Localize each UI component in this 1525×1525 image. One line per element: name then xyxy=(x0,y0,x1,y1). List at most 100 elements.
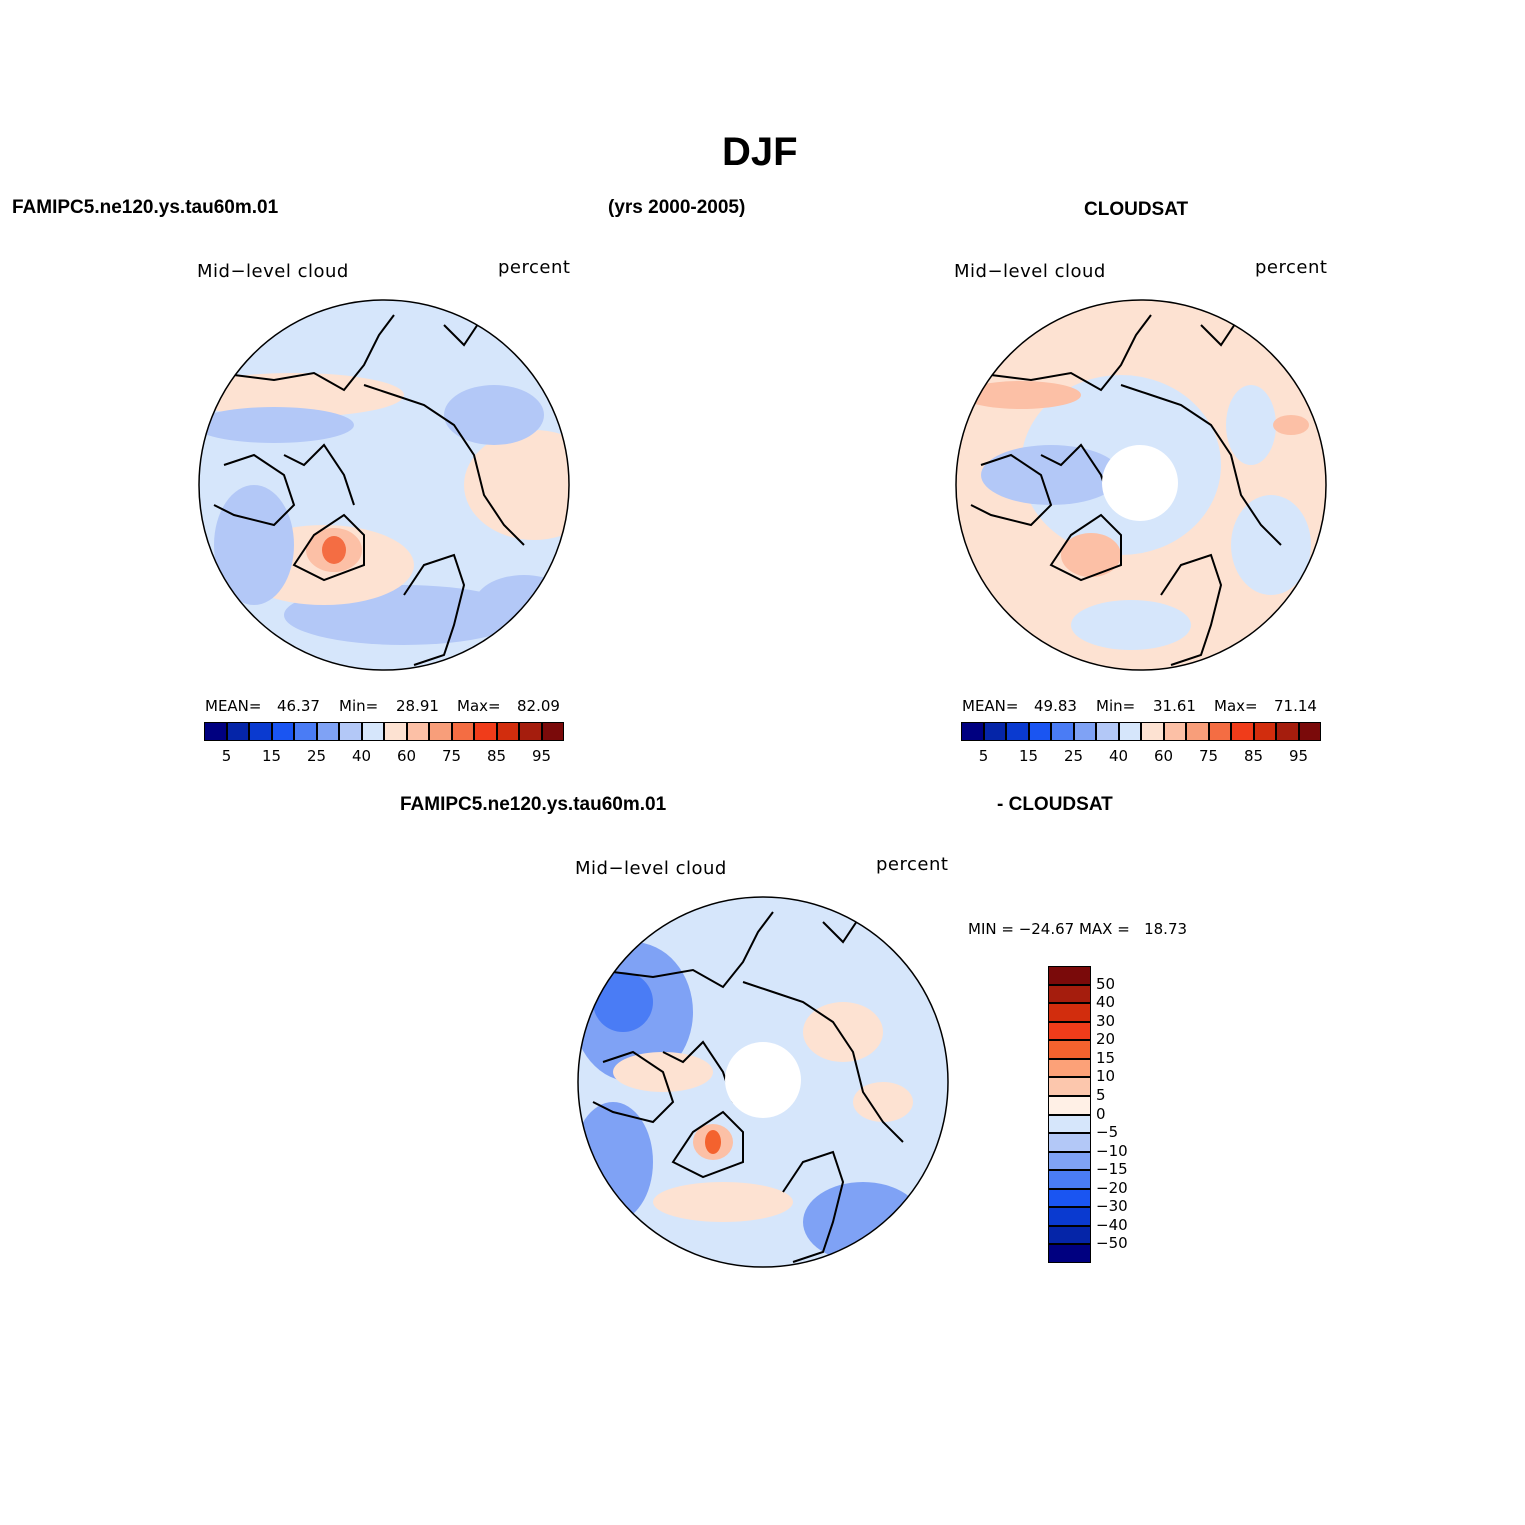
coastline xyxy=(742,981,904,1143)
colorbar-box xyxy=(1048,1003,1091,1022)
field-region xyxy=(653,1182,793,1222)
colorbar-box xyxy=(1096,722,1119,741)
coastline xyxy=(283,443,355,506)
panel-diff-minmax: MIN = −24.67 MAX = 18.73 xyxy=(968,920,1188,938)
map-border xyxy=(577,896,949,1268)
coastline xyxy=(292,513,365,582)
colorbar-box xyxy=(1006,722,1029,741)
coastline xyxy=(671,1110,744,1179)
colorbar-box xyxy=(406,722,429,741)
field-region xyxy=(1231,495,1311,595)
panel-obs-min-label: Min= xyxy=(1096,697,1136,715)
colorbar-box xyxy=(1051,722,1074,741)
diff-header-model: FAMIPC5.ne120.ys.tau60m.01 xyxy=(400,794,667,815)
field-region xyxy=(199,407,354,443)
colorbar-box xyxy=(1073,722,1096,741)
field-region xyxy=(464,430,569,540)
colorbar-box xyxy=(496,722,519,741)
panel-obs-max: 71.14 xyxy=(1274,697,1317,715)
coastline xyxy=(782,1150,845,1263)
panel-model-max-label: Max= xyxy=(457,697,501,715)
colorbar-box xyxy=(1048,1133,1091,1152)
colorbar-diff xyxy=(1048,966,1091,1263)
map-obs xyxy=(955,299,1327,671)
diff-header-obs: - CLOUDSAT xyxy=(997,794,1113,815)
header-model-case: FAMIPC5.ne120.ys.tau60m.01 xyxy=(12,197,279,218)
colorbar-tick-label: 95 xyxy=(531,747,552,765)
colorbar-tick-label: 25 xyxy=(1063,747,1084,765)
coastline xyxy=(1120,384,1282,546)
map-border xyxy=(955,299,1327,671)
colorbar-tick-label: 60 xyxy=(1153,747,1174,765)
colorbar-box xyxy=(1048,966,1091,985)
coastline xyxy=(213,453,296,527)
colorbar-tick-label: 50 xyxy=(1096,974,1116,993)
missing-data-hole xyxy=(725,1042,801,1118)
colorbar-box xyxy=(361,722,384,741)
colorbar-tick-label: −40 xyxy=(1096,1215,1128,1234)
coastline xyxy=(233,314,395,392)
colorbar-tick-label: 15 xyxy=(1096,1048,1116,1067)
field-region xyxy=(214,485,294,605)
map-model xyxy=(198,299,570,671)
coastlines xyxy=(213,314,525,666)
panel-diff-units: percent xyxy=(876,854,949,875)
colorbar-tick-label: 40 xyxy=(1108,747,1129,765)
colorbar-box xyxy=(961,722,984,741)
colorbar-tick-label: 75 xyxy=(1198,747,1219,765)
colorbar-box xyxy=(541,722,564,741)
panel-model-max: 82.09 xyxy=(517,697,560,715)
missing-data-hole xyxy=(1102,445,1178,521)
field-region xyxy=(1071,600,1191,650)
colorbar-tick-label: 75 xyxy=(441,747,462,765)
colorbar-box xyxy=(1028,722,1051,741)
colorbar-box xyxy=(429,722,452,741)
colorbar-tick-label: −50 xyxy=(1096,1234,1128,1253)
colorbar-tick-label: 20 xyxy=(1096,1030,1116,1049)
colorbar-tick-label: 15 xyxy=(261,747,282,765)
panel-model-mean-label: MEAN= xyxy=(205,697,262,715)
header-years: (yrs 2000-2005) xyxy=(608,197,746,218)
colorbar-box xyxy=(474,722,497,741)
colorbar-box xyxy=(1118,722,1141,741)
colorbar-box xyxy=(1048,1077,1091,1096)
colorbar-model-ticks: 5 15 25 40 60 75 85 95 xyxy=(204,747,564,767)
colorbar-box xyxy=(1141,722,1164,741)
colorbar-box xyxy=(384,722,407,741)
field-region xyxy=(961,381,1081,409)
field-region xyxy=(444,385,544,445)
colorbar-diff-ticks: 50 40 30 20 15 10 5 0 −5 −10 −15 −20 −30 −40 −50 xyxy=(1096,966,1156,1263)
field-region xyxy=(705,1130,721,1154)
colorbar-box xyxy=(1048,1114,1091,1134)
panel-model-min-label: Min= xyxy=(339,697,379,715)
coastlines xyxy=(970,314,1282,666)
colorbar-tick-label: 30 xyxy=(1096,1011,1116,1030)
colorbar-box xyxy=(1048,984,1091,1004)
colorbar-box xyxy=(1298,722,1321,741)
panel-obs-mean-label: MEAN= xyxy=(962,697,1019,715)
panel-model-min: 28.91 xyxy=(396,697,439,715)
panel-model-mean: 46.37 xyxy=(277,697,320,715)
colorbar-obs xyxy=(961,722,1321,741)
colorbar-box xyxy=(519,722,542,741)
header-obs: CLOUDSAT xyxy=(1084,199,1189,220)
map-border xyxy=(198,299,570,671)
map-diff xyxy=(577,896,949,1268)
field-region xyxy=(1061,533,1121,577)
colorbar-box xyxy=(1163,722,1186,741)
coastline xyxy=(970,453,1053,527)
colorbar-tick-label: 60 xyxy=(396,747,417,765)
colorbar-tick-label: 95 xyxy=(1288,747,1309,765)
colorbar-box xyxy=(1208,722,1231,741)
colorbar-obs-ticks: 5 15 25 40 60 75 85 95 xyxy=(961,747,1321,767)
colorbar-box xyxy=(249,722,272,741)
field-region xyxy=(1273,415,1309,435)
field-region xyxy=(1226,385,1276,465)
field-region xyxy=(803,1002,883,1062)
coastline xyxy=(363,384,525,546)
colorbar-box xyxy=(1276,722,1299,741)
colorbar-box xyxy=(339,722,362,741)
colorbar-tick-label: 85 xyxy=(486,747,507,765)
colorbar-box xyxy=(1048,1095,1091,1115)
field-region xyxy=(981,445,1121,505)
